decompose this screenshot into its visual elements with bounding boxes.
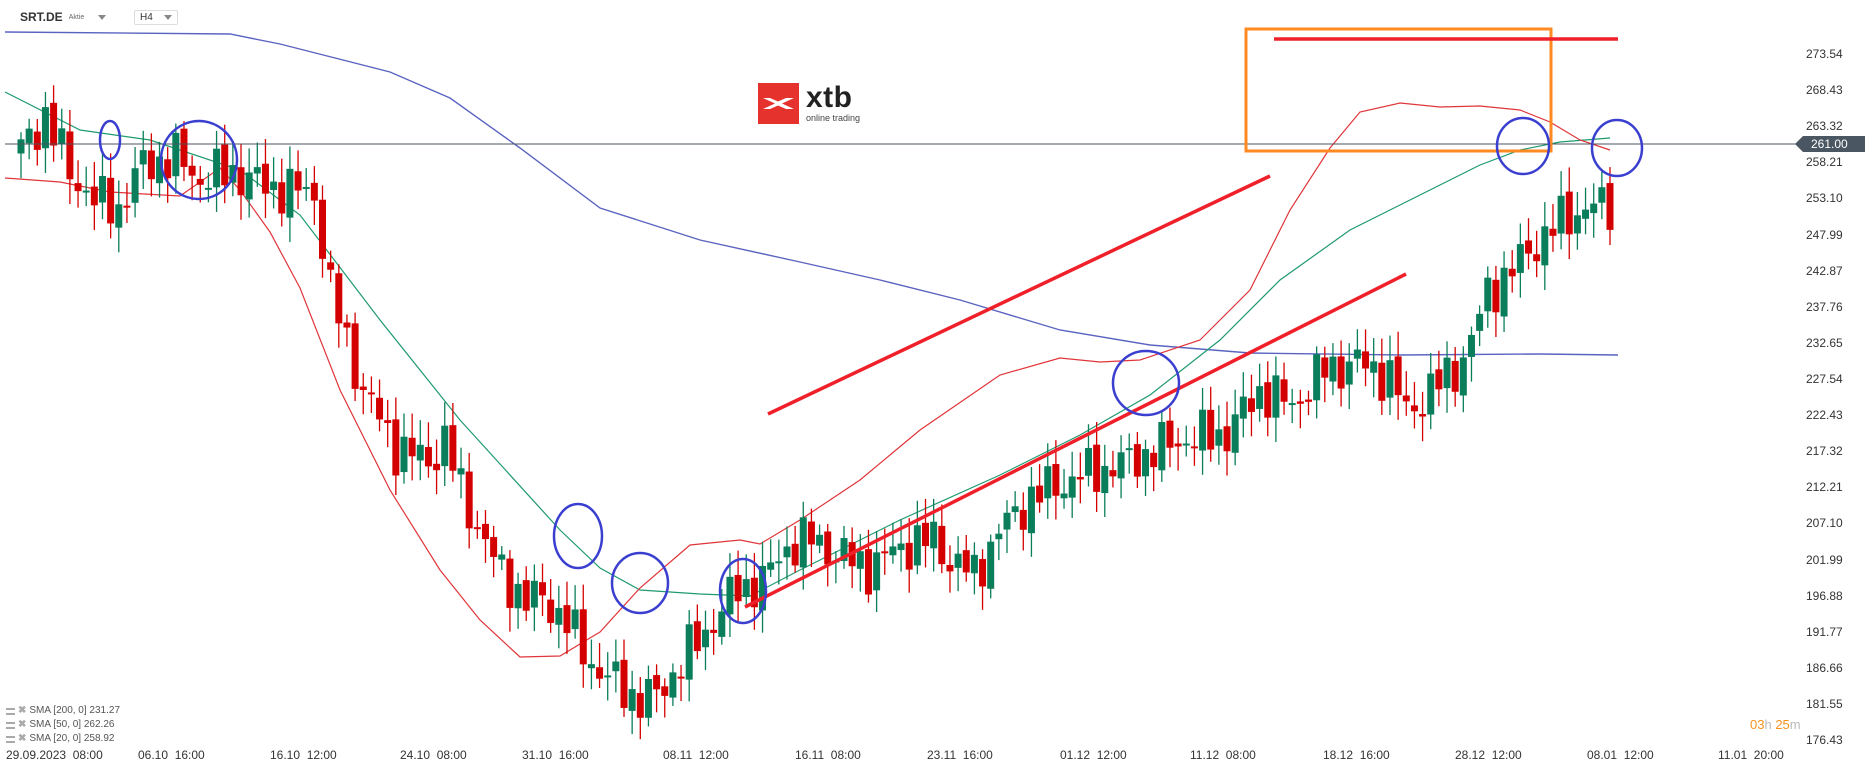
close-icon[interactable]: ✖ — [18, 719, 27, 730]
time-tick: 16.10 12:00 — [270, 748, 337, 762]
time-tick: 11.12 08:00 — [1190, 748, 1256, 762]
settings-lines-icon[interactable] — [6, 735, 15, 743]
highlight-circle[interactable] — [610, 551, 670, 615]
settings-lines-icon[interactable] — [6, 721, 15, 729]
price-tick: 268.43 — [1806, 83, 1843, 98]
price-tick: 263.32 — [1806, 119, 1843, 134]
lower-channel-line[interactable] — [744, 272, 1407, 609]
price-tick: 237.76 — [1806, 299, 1843, 314]
price-tick: 258.21 — [1806, 155, 1843, 170]
logo-tagline: online trading — [806, 112, 861, 123]
highlight-circle[interactable] — [718, 557, 768, 625]
candle-countdown: 03h 25m — [1750, 717, 1801, 732]
time-tick: 16.11 08:00 — [795, 748, 861, 762]
timeframe-select[interactable]: H4 — [134, 10, 178, 25]
sma200-line — [4, 31, 1619, 356]
logo-word: xtb — [806, 80, 853, 114]
price-tick: 247.99 — [1806, 227, 1843, 242]
legend-label: SMA [20, 0] 258.92 — [29, 733, 115, 744]
highlight-circle[interactable] — [1495, 116, 1551, 176]
highlight-circle[interactable] — [1590, 118, 1644, 178]
time-tick: 01.12 12:00 — [1060, 748, 1127, 762]
price-tick: 222.43 — [1806, 408, 1843, 423]
time-tick: 11.01 20:00 — [1718, 748, 1784, 762]
chevron-down-icon — [164, 15, 172, 20]
time-tick: 06.10 16:00 — [138, 748, 205, 762]
price-tick: 186.66 — [1806, 660, 1843, 675]
price-tick: 217.32 — [1806, 444, 1843, 459]
highlight-circle[interactable] — [1111, 349, 1181, 417]
candlesticks — [17, 85, 1614, 740]
time-tick: 31.10 16:00 — [522, 748, 589, 762]
sma50-line — [4, 91, 1611, 597]
price-tick: 232.65 — [1806, 335, 1843, 350]
symbol-selector[interactable]: SRT.DE Aktie — [20, 10, 107, 24]
upper-channel-line[interactable] — [767, 174, 1271, 416]
moving-averages — [4, 31, 1619, 658]
indicator-legend: ✖ SMA [200, 0] 231.27 ✖ SMA [50, 0] 262.… — [6, 704, 120, 746]
settings-lines-icon[interactable] — [6, 707, 15, 715]
timeframe-value: H4 — [140, 12, 153, 23]
legend-label: SMA [50, 0] 262.26 — [29, 719, 115, 730]
price-tick: 253.10 — [1806, 191, 1843, 206]
time-tick: 08.11 12:00 — [663, 748, 729, 762]
time-tick: 23.11 16:00 — [927, 748, 993, 762]
price-tick: 201.99 — [1806, 552, 1843, 567]
annotations — [98, 27, 1644, 625]
symbol-type: Aktie — [68, 13, 85, 21]
legend-sma20[interactable]: ✖ SMA [20, 0] 258.92 — [6, 732, 120, 746]
range-box[interactable] — [1244, 27, 1553, 153]
price-tick: 196.88 — [1806, 588, 1843, 603]
xtb-logo: xtb online trading — [758, 82, 870, 124]
time-tick: 29.09.2023 08:00 — [6, 748, 103, 762]
price-tick: 212.21 — [1806, 480, 1843, 495]
symbol-name: SRT.DE — [20, 10, 63, 24]
legend-sma50[interactable]: ✖ SMA [50, 0] 262.26 — [6, 718, 120, 732]
price-tick: 181.55 — [1806, 696, 1843, 711]
price-tick: 176.43 — [1806, 733, 1843, 748]
price-tick: 273.54 — [1806, 47, 1843, 61]
highlight-circle[interactable] — [159, 119, 239, 201]
time-tick: 28.12 12:00 — [1455, 748, 1522, 762]
close-icon[interactable]: ✖ — [18, 705, 27, 716]
highlight-circle[interactable] — [552, 502, 604, 570]
time-tick: 18.12 16:00 — [1323, 748, 1390, 762]
close-icon[interactable]: ✖ — [18, 733, 27, 744]
price-tick: 191.77 — [1806, 624, 1843, 639]
time-tick: 24.10 08:00 — [400, 748, 467, 762]
price-tick: 242.87 — [1806, 263, 1843, 278]
xtb-logo-mark-icon — [758, 82, 799, 124]
time-tick: 08.01 12:00 — [1587, 748, 1654, 762]
price-tick: 227.54 — [1806, 371, 1843, 386]
legend-label: SMA [200, 0] 231.27 — [29, 705, 121, 716]
chevron-down-icon[interactable] — [98, 14, 107, 20]
highlight-circle[interactable] — [98, 119, 122, 161]
current-price-tag: 261.00 — [1795, 136, 1865, 152]
sma20-line — [4, 102, 1611, 658]
price-tick: 207.10 — [1806, 516, 1843, 531]
legend-sma200[interactable]: ✖ SMA [200, 0] 231.27 — [6, 704, 120, 718]
